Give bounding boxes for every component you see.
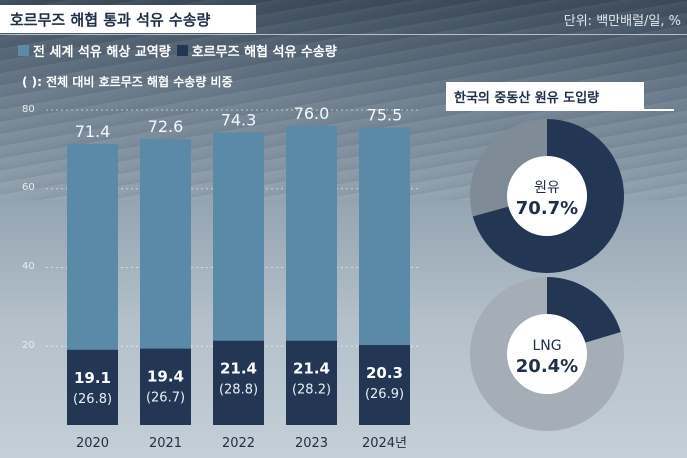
- donut-value-label: 70.7%: [516, 198, 578, 219]
- bar-total-label: 74.3: [221, 110, 257, 129]
- bar-share-label: (26.7): [146, 391, 185, 406]
- donut-panel-title: 한국의 중동산 원유 도입량: [454, 91, 600, 106]
- donut-label: LNG: [532, 338, 561, 354]
- legend-item-hormuz: 호르무즈 해협 석유 수송량: [176, 41, 337, 60]
- donut-center: [507, 156, 587, 236]
- y-tick-label: 20: [22, 340, 35, 351]
- y-tick-label: 80: [22, 104, 35, 115]
- legend-item-total: 전 세계 석유 해상 교역량: [18, 41, 171, 60]
- bar-hormuz-label: 21.4: [293, 360, 330, 378]
- bar-hormuz-label: 19.1: [74, 369, 111, 387]
- bar-hormuz: [286, 340, 337, 425]
- legend: 전 세계 석유 해상 교역량 호르무즈 해협 석유 수송량: [18, 41, 343, 60]
- bar-hormuz: [67, 349, 118, 425]
- x-tick-label: 2021: [149, 436, 182, 451]
- x-tick-label: 2022: [222, 436, 255, 451]
- bar-total-label: 72.6: [148, 117, 184, 136]
- bar-hormuz-label: 19.4: [147, 368, 184, 386]
- share-note: ( ): 전체 대비 호르무즈 해협 수송량 비중: [22, 75, 233, 89]
- chart-title-box: 호르무즈 해협 통과 석유 수송량: [0, 5, 256, 33]
- bar-hormuz: [359, 345, 410, 425]
- header-divider: [0, 34, 687, 35]
- donut-slice: [547, 277, 621, 343]
- x-tick-label: 2020: [76, 436, 109, 451]
- bar-total-label: 76.0: [294, 104, 330, 123]
- bar-share-label: (28.2): [292, 383, 331, 398]
- bar-share-label: (28.8): [219, 383, 258, 398]
- donut-value-label: 20.4%: [516, 356, 578, 377]
- chart-title: 호르무즈 해협 통과 석유 수송량: [10, 11, 211, 29]
- legend-label-total: 전 세계 석유 해상 교역량: [33, 45, 171, 60]
- y-tick-label: 40: [22, 261, 35, 272]
- x-tick-label: 2024년: [362, 436, 407, 451]
- legend-swatch-hormuz: [176, 45, 188, 56]
- bar-total-label: 71.4: [75, 122, 111, 141]
- bar-hormuz: [140, 348, 191, 425]
- bar-hormuz-label: 21.4: [220, 360, 257, 378]
- unit-label: 단위: 백만배럴/일, %: [563, 14, 681, 29]
- bar-total-label: 75.5: [367, 106, 403, 125]
- y-tick-label: 60: [22, 182, 35, 193]
- legend-swatch-total: [18, 45, 29, 56]
- bar-share-label: (26.8): [73, 392, 112, 407]
- bar-share-label: (26.9): [365, 387, 404, 402]
- donut-slice: [472, 119, 624, 273]
- donut-center: [507, 314, 587, 394]
- donut-label: 원유: [534, 180, 560, 196]
- donut-panel-title-box: 한국의 중동산 원유 도입량: [446, 82, 644, 110]
- bar-hormuz: [213, 340, 264, 425]
- legend-label-hormuz: 호르무즈 해협 석유 수송량: [191, 45, 337, 60]
- donut-panel-divider: [446, 109, 674, 111]
- x-tick-label: 2023: [295, 436, 328, 451]
- bar-hormuz-label: 20.3: [366, 364, 403, 382]
